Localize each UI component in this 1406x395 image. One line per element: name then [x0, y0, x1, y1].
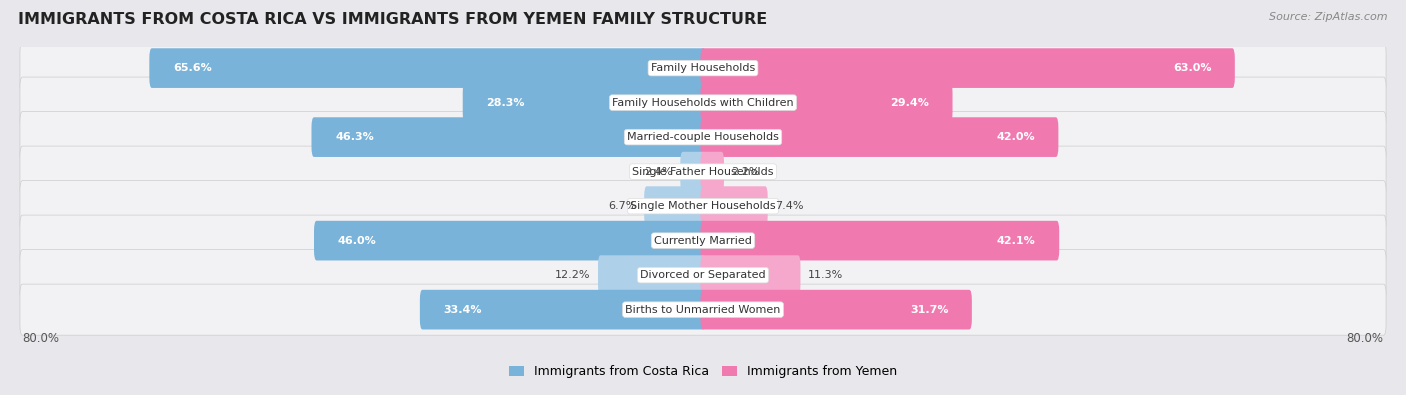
Text: 2.4%: 2.4% — [644, 167, 672, 177]
Text: 7.4%: 7.4% — [775, 201, 804, 211]
FancyBboxPatch shape — [598, 255, 706, 295]
FancyBboxPatch shape — [20, 181, 1386, 231]
Text: 46.3%: 46.3% — [335, 132, 374, 142]
FancyBboxPatch shape — [420, 290, 706, 329]
Text: 12.2%: 12.2% — [555, 270, 591, 280]
FancyBboxPatch shape — [700, 255, 800, 295]
FancyBboxPatch shape — [20, 146, 1386, 197]
FancyBboxPatch shape — [20, 77, 1386, 128]
Text: 28.3%: 28.3% — [486, 98, 524, 107]
Text: 33.4%: 33.4% — [443, 305, 482, 315]
FancyBboxPatch shape — [20, 215, 1386, 266]
Text: 80.0%: 80.0% — [22, 333, 59, 346]
FancyBboxPatch shape — [312, 117, 706, 157]
FancyBboxPatch shape — [700, 221, 1059, 260]
FancyBboxPatch shape — [20, 284, 1386, 335]
FancyBboxPatch shape — [463, 83, 706, 122]
Text: 2.2%: 2.2% — [731, 167, 761, 177]
Text: 80.0%: 80.0% — [1347, 333, 1384, 346]
Text: Family Households: Family Households — [651, 63, 755, 73]
Text: Divorced or Separated: Divorced or Separated — [640, 270, 766, 280]
Text: 42.1%: 42.1% — [997, 236, 1036, 246]
FancyBboxPatch shape — [700, 186, 768, 226]
FancyBboxPatch shape — [700, 152, 724, 192]
FancyBboxPatch shape — [20, 250, 1386, 301]
FancyBboxPatch shape — [700, 83, 952, 122]
FancyBboxPatch shape — [644, 186, 706, 226]
Text: Currently Married: Currently Married — [654, 236, 752, 246]
Text: 42.0%: 42.0% — [997, 132, 1035, 142]
Text: 63.0%: 63.0% — [1173, 63, 1212, 73]
FancyBboxPatch shape — [314, 221, 706, 260]
FancyBboxPatch shape — [700, 290, 972, 329]
FancyBboxPatch shape — [20, 111, 1386, 163]
FancyBboxPatch shape — [149, 48, 706, 88]
Text: 29.4%: 29.4% — [890, 98, 929, 107]
Text: 46.0%: 46.0% — [337, 236, 377, 246]
Text: Single Mother Households: Single Mother Households — [630, 201, 776, 211]
FancyBboxPatch shape — [681, 152, 706, 192]
Legend: Immigrants from Costa Rica, Immigrants from Yemen: Immigrants from Costa Rica, Immigrants f… — [505, 360, 901, 384]
FancyBboxPatch shape — [700, 48, 1234, 88]
Text: Births to Unmarried Women: Births to Unmarried Women — [626, 305, 780, 315]
Text: Single Father Households: Single Father Households — [633, 167, 773, 177]
FancyBboxPatch shape — [20, 43, 1386, 94]
FancyBboxPatch shape — [700, 117, 1059, 157]
Text: Family Households with Children: Family Households with Children — [612, 98, 794, 107]
Text: Source: ZipAtlas.com: Source: ZipAtlas.com — [1270, 12, 1388, 22]
Text: 31.7%: 31.7% — [910, 305, 948, 315]
Text: Married-couple Households: Married-couple Households — [627, 132, 779, 142]
Text: IMMIGRANTS FROM COSTA RICA VS IMMIGRANTS FROM YEMEN FAMILY STRUCTURE: IMMIGRANTS FROM COSTA RICA VS IMMIGRANTS… — [18, 12, 768, 27]
Text: 65.6%: 65.6% — [173, 63, 211, 73]
Text: 6.7%: 6.7% — [609, 201, 637, 211]
Text: 11.3%: 11.3% — [808, 270, 844, 280]
